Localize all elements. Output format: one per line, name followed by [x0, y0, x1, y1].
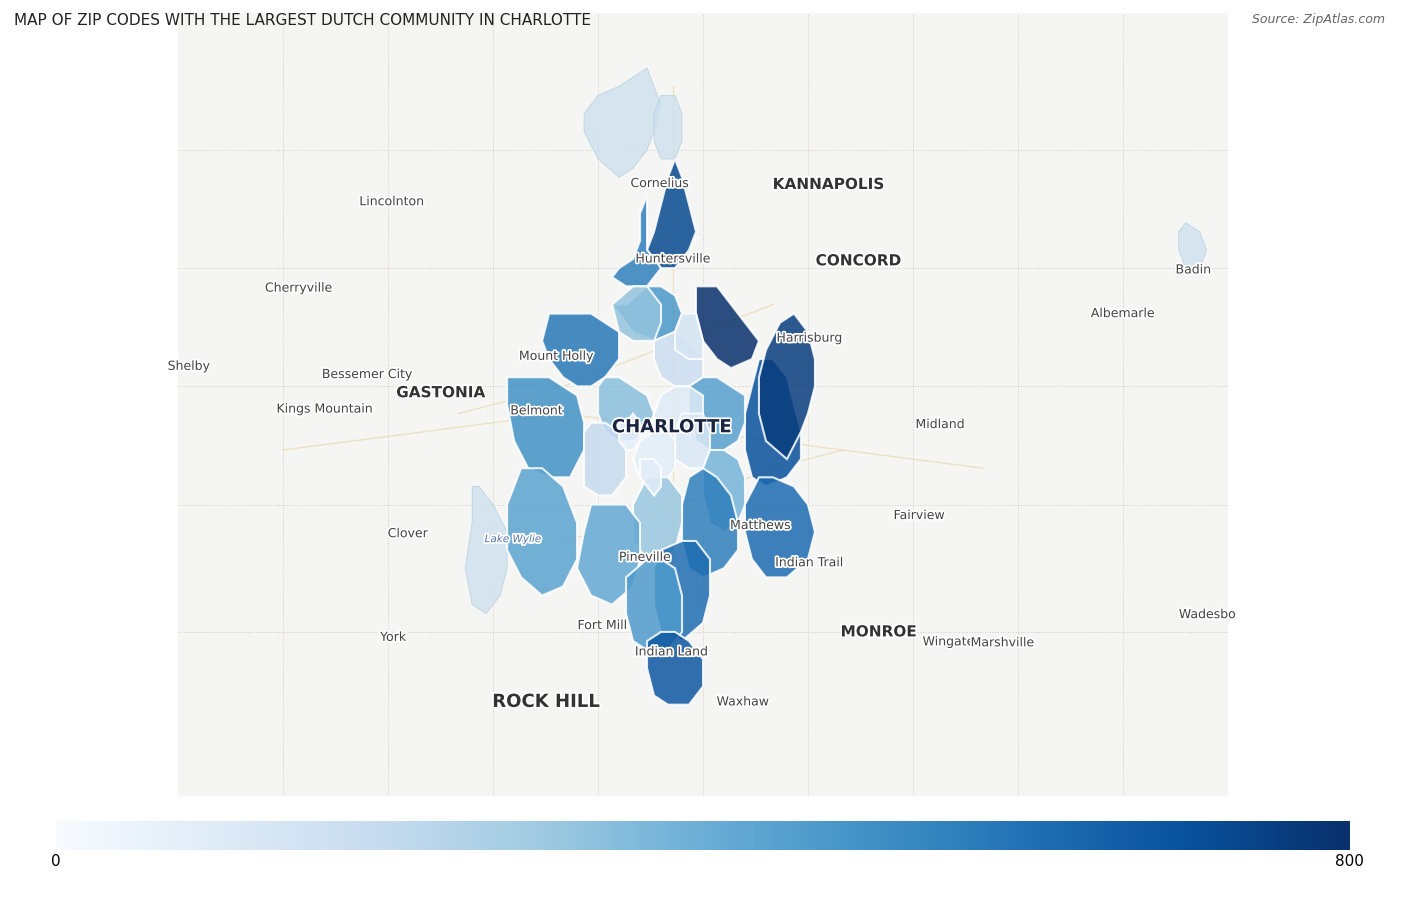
Text: Wingate: Wingate — [922, 636, 974, 648]
Text: Indian Trail: Indian Trail — [775, 556, 844, 569]
Polygon shape — [675, 314, 703, 359]
Text: GASTONIA: GASTONIA — [396, 386, 485, 400]
Text: Waxhaw: Waxhaw — [717, 696, 769, 708]
Polygon shape — [633, 477, 682, 559]
Text: Fort Mill: Fort Mill — [578, 619, 627, 632]
Polygon shape — [633, 432, 675, 486]
Polygon shape — [703, 450, 745, 532]
Polygon shape — [696, 286, 759, 369]
Text: Source: ZipAtlas.com: Source: ZipAtlas.com — [1251, 13, 1385, 26]
Polygon shape — [612, 195, 661, 286]
Text: Huntersville: Huntersville — [636, 253, 710, 265]
Text: York: York — [380, 631, 406, 644]
Text: Albemarle: Albemarle — [1091, 307, 1154, 320]
Polygon shape — [647, 632, 703, 705]
Polygon shape — [682, 468, 738, 577]
Polygon shape — [640, 459, 661, 495]
Text: Marshville: Marshville — [970, 636, 1035, 649]
Text: MAP OF ZIP CODES WITH THE LARGEST DUTCH COMMUNITY IN CHARLOTTE: MAP OF ZIP CODES WITH THE LARGEST DUTCH … — [14, 13, 591, 29]
Text: Lake Wylie: Lake Wylie — [485, 534, 541, 544]
Polygon shape — [583, 68, 661, 177]
Polygon shape — [689, 378, 745, 450]
Polygon shape — [612, 286, 682, 341]
Polygon shape — [576, 504, 640, 605]
Text: Bessemer City: Bessemer City — [322, 368, 412, 381]
Polygon shape — [654, 95, 682, 159]
Text: Wadesbo: Wadesbo — [1178, 608, 1236, 621]
Polygon shape — [598, 378, 654, 441]
Text: Badin: Badin — [1175, 263, 1212, 277]
Text: KANNAPOLIS: KANNAPOLIS — [773, 177, 884, 192]
Text: Fairview: Fairview — [894, 509, 945, 522]
Polygon shape — [1178, 223, 1206, 268]
Text: Indian Land: Indian Land — [636, 645, 709, 658]
Polygon shape — [508, 378, 583, 477]
Polygon shape — [612, 286, 661, 341]
Polygon shape — [619, 414, 640, 450]
Polygon shape — [654, 541, 710, 641]
Text: ROCK HILL: ROCK HILL — [492, 693, 599, 711]
Polygon shape — [675, 414, 710, 468]
Text: Shelby: Shelby — [167, 360, 209, 373]
Text: Lincolnton: Lincolnton — [360, 195, 425, 209]
Polygon shape — [654, 332, 703, 387]
Polygon shape — [543, 314, 619, 387]
Polygon shape — [745, 477, 815, 577]
Text: Pineville: Pineville — [619, 551, 671, 564]
Text: Belmont: Belmont — [510, 405, 562, 417]
Text: Cornelius: Cornelius — [630, 177, 689, 190]
Polygon shape — [654, 387, 703, 441]
Polygon shape — [508, 468, 576, 595]
Text: Kings Mountain: Kings Mountain — [277, 403, 373, 415]
Polygon shape — [465, 486, 508, 614]
Polygon shape — [647, 159, 696, 268]
Text: Clover: Clover — [388, 527, 427, 540]
Text: Cherryville: Cherryville — [264, 281, 332, 295]
Text: CONCORD: CONCORD — [815, 254, 901, 269]
Polygon shape — [745, 359, 801, 486]
Polygon shape — [759, 314, 815, 459]
Text: CHARLOTTE: CHARLOTTE — [612, 418, 731, 436]
Text: Midland: Midland — [915, 418, 965, 431]
Text: Harrisburg: Harrisburg — [776, 332, 842, 344]
Polygon shape — [626, 559, 682, 650]
Text: MONROE: MONROE — [841, 625, 917, 639]
Text: Mount Holly: Mount Holly — [519, 350, 593, 363]
Text: Matthews: Matthews — [730, 519, 790, 532]
Polygon shape — [583, 423, 626, 495]
